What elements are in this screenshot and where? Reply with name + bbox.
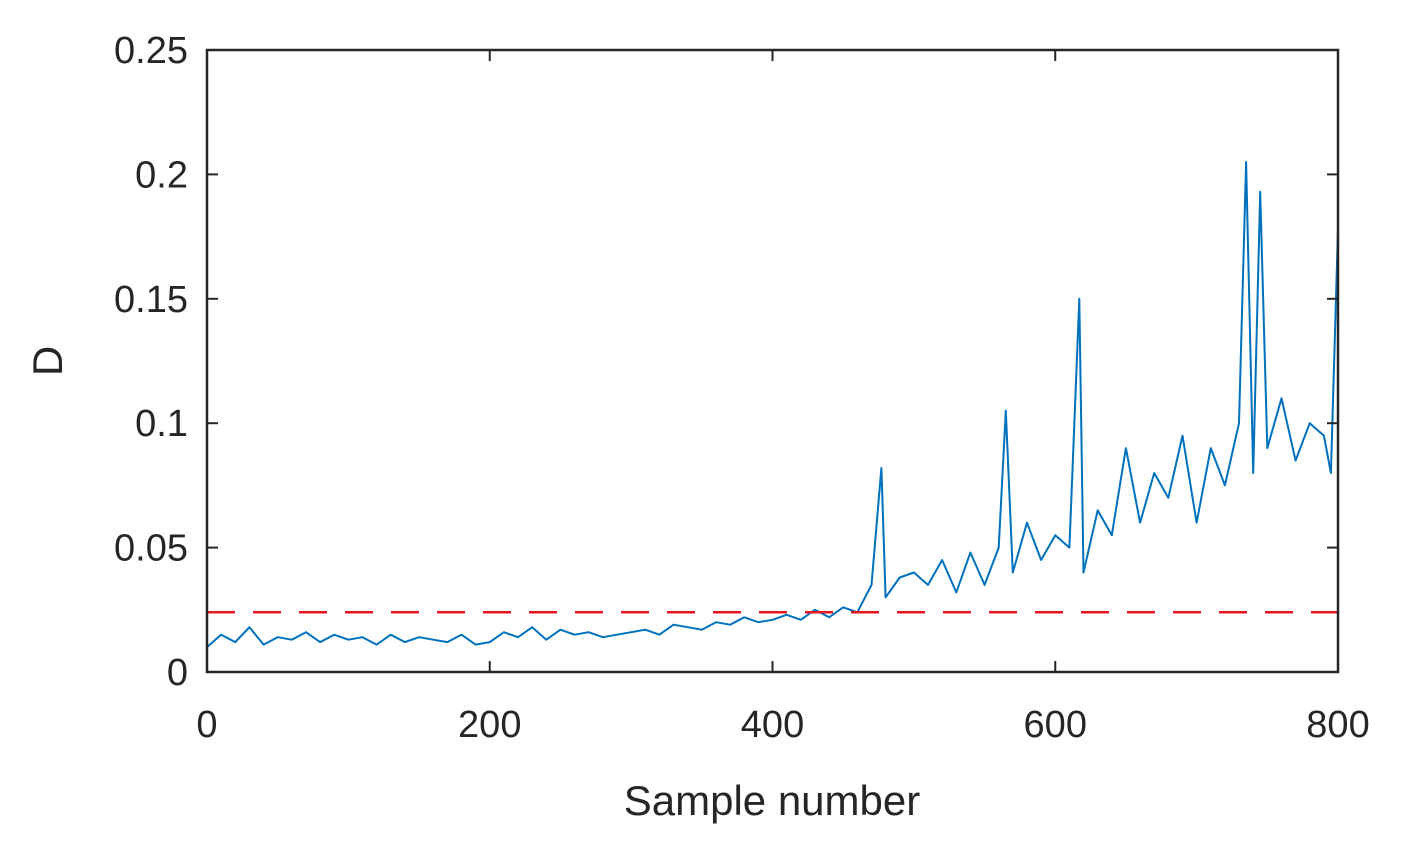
- x-tick-label: 400: [741, 704, 804, 746]
- series-line: [206, 161, 1339, 648]
- x-tick-label: 800: [1306, 704, 1369, 746]
- ticks-layer: 0 200 400 600 800 0 0.05 0.1 0.15 0.2 0.25: [114, 30, 1370, 746]
- y-tick-label: 0: [167, 652, 188, 694]
- x-tick-label: 0: [196, 704, 217, 746]
- plot-frame: [205, 48, 1340, 674]
- y-tick-label: 0.15: [114, 279, 188, 321]
- y-tick-label: 0.2: [135, 154, 188, 196]
- series-layer: [206, 161, 1339, 648]
- y-axis-title: D: [24, 346, 71, 376]
- x-axis-title: Sample number: [624, 777, 920, 824]
- y-tick-label: 0.25: [114, 30, 188, 72]
- x-tick-label: 200: [458, 704, 521, 746]
- y-tick-label: 0.05: [114, 528, 188, 570]
- x-tick-label: 600: [1024, 704, 1087, 746]
- y-tick-label: 0.1: [135, 403, 188, 445]
